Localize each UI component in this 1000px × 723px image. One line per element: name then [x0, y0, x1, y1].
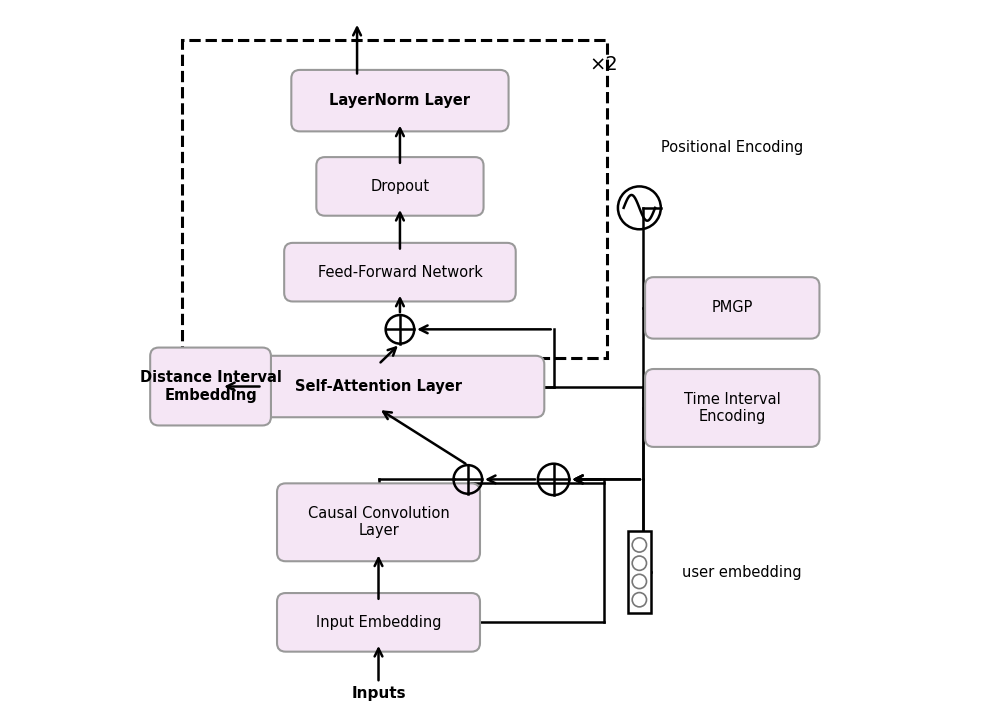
Text: Input Embedding: Input Embedding [316, 615, 441, 630]
Text: Dropout: Dropout [370, 179, 430, 194]
FancyBboxPatch shape [277, 593, 480, 651]
FancyBboxPatch shape [284, 243, 516, 301]
FancyBboxPatch shape [213, 356, 544, 417]
Text: Feed-Forward Network: Feed-Forward Network [318, 265, 482, 280]
FancyBboxPatch shape [150, 348, 271, 425]
Text: LayerNorm Layer: LayerNorm Layer [329, 93, 470, 108]
FancyBboxPatch shape [277, 484, 480, 561]
FancyBboxPatch shape [316, 157, 484, 215]
FancyBboxPatch shape [645, 277, 819, 338]
Bar [182, 40, 607, 358]
Text: ×2: ×2 [589, 56, 618, 74]
Text: Inputs: Inputs [351, 686, 406, 701]
Text: PMGP: PMGP [712, 300, 753, 315]
Text: Self-Attention Layer: Self-Attention Layer [295, 379, 462, 394]
Text: Distance Interval
Embedding: Distance Interval Embedding [140, 370, 281, 403]
Text: Causal Convolution
Layer: Causal Convolution Layer [308, 506, 449, 539]
FancyBboxPatch shape [645, 369, 819, 447]
FancyBboxPatch shape [291, 70, 509, 132]
Text: Positional Encoding: Positional Encoding [661, 140, 803, 155]
Text: Time Interval
Encoding: Time Interval Encoding [684, 392, 781, 424]
Text: user embedding: user embedding [682, 565, 802, 580]
Bar [628, 531, 651, 613]
